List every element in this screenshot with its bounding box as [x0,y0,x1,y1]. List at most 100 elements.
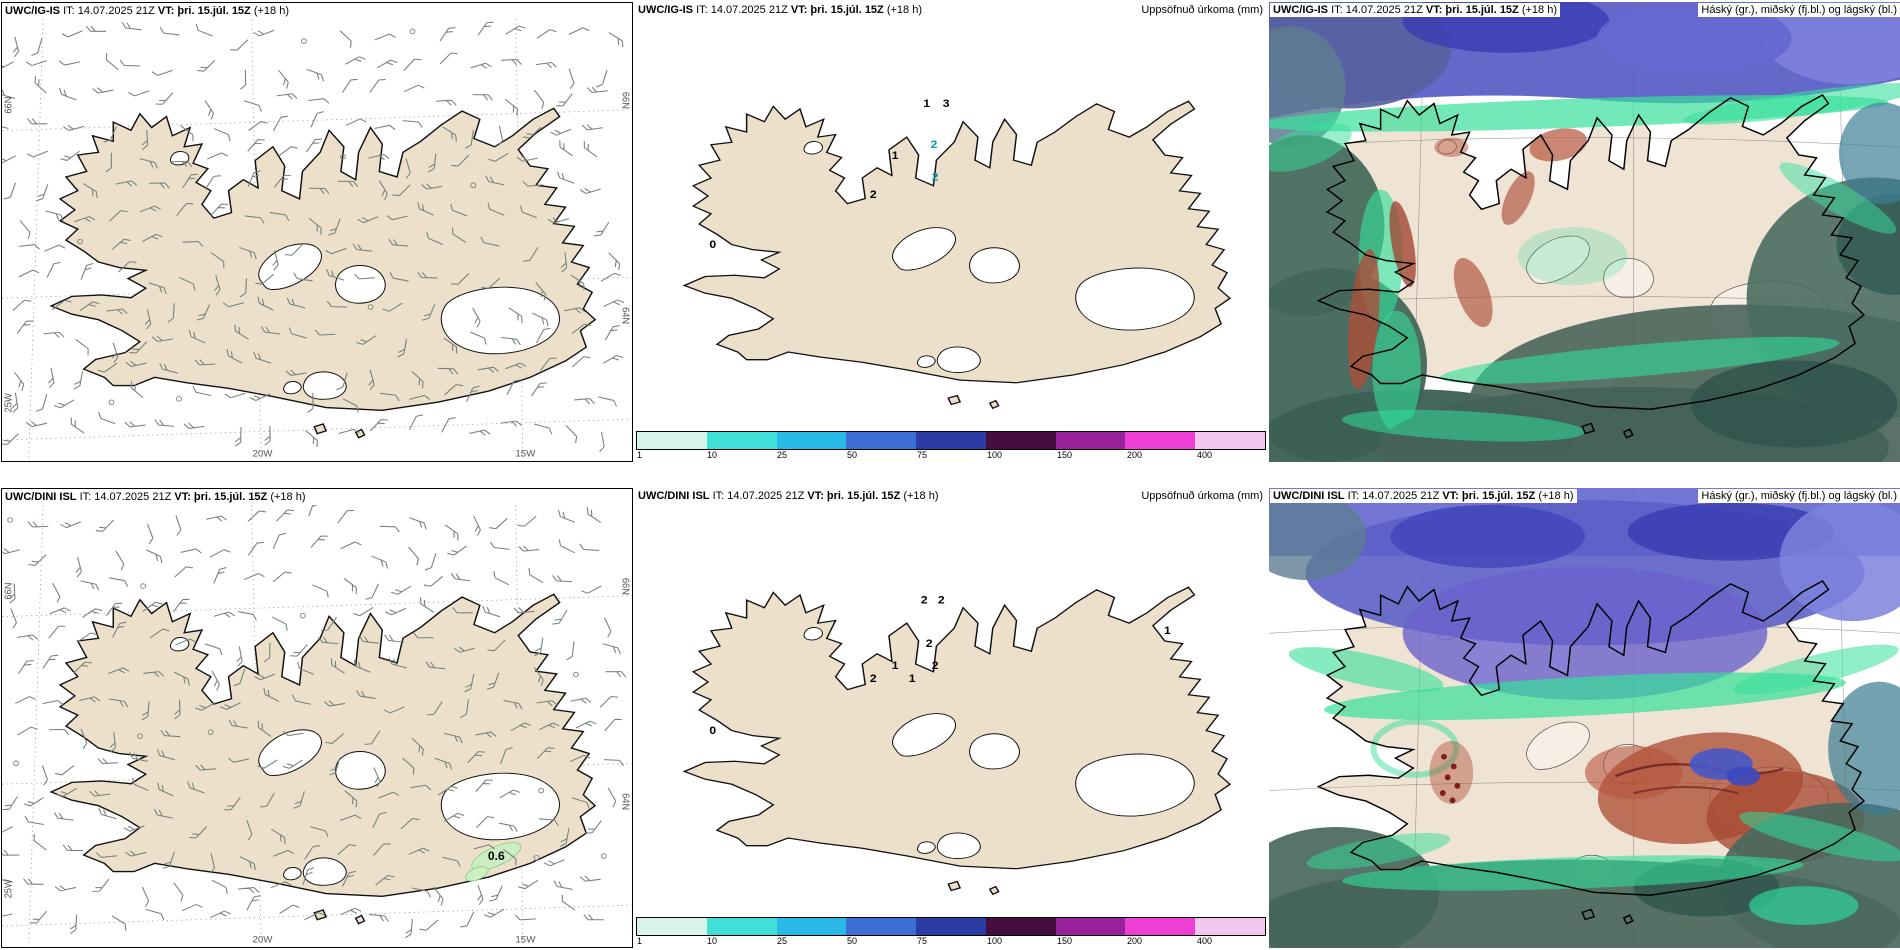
colorbar-segment [846,432,917,449]
panel-header-left: UWC/DINI ISL IT: 14.07.2025 21Z VT: þri.… [5,490,306,505]
colorbar-labels: 1 10 25 50 75 100 150 200 400 [636,936,1266,948]
precip-map: 1 3 2 1 2 2 0 [635,18,1267,430]
colorbar-segment [985,432,1056,449]
colorbar-tick-label: 400 [1196,450,1213,460]
svg-text:64N: 64N [619,307,630,324]
cloud-map-svg [1269,2,1900,462]
init-time: IT: 14.07.2025 21Z [79,491,172,503]
colorbar-tick-label: 200 [1127,450,1143,460]
panel-header: UWC/DINI ISL IT: 14.07.2025 21Z VT: þri.… [635,488,1267,504]
panel-header: UWC/IG-IS IT: 14.07.2025 21Z VT: þri. 15… [635,2,1267,18]
colorbar-tick-label: 75 [916,450,927,460]
svg-text:0: 0 [709,239,716,250]
panel-header-left: UWC/IG-IS IT: 14.07.2025 21Z VT: þri. 15… [5,4,289,19]
graticule-labels: 66N 25W 66N 64N 20W 15W [4,578,631,945]
wind-map: 66N 25W 66N 64N 20W 15W [2,19,632,461]
colorbar-segment [846,918,917,935]
panel-header-left: UWC/DINI ISL IT: 14.07.2025 21Z VT: þri.… [638,489,939,504]
svg-text:64N: 64N [619,793,630,810]
lead-time: (+18 h) [1521,4,1558,16]
panel-clouds-igis: UWC/IG-IS IT: 14.07.2025 21Z VT: þri. 15… [1269,2,1900,462]
svg-text:1: 1 [892,150,899,161]
svg-text:2: 2 [938,595,945,606]
svg-text:3: 3 [943,98,950,109]
colorbar-tick-label: 1 [637,936,643,946]
colorbar-tick-label: 100 [987,936,1003,946]
panel-clouds-dini: UWC/DINI ISL IT: 14.07.2025 21Z VT: þri.… [1269,488,1900,948]
panel-header-right: Uppsöfnuð úrkoma (mm) [1141,4,1263,16]
panel-header-right: Háský (gr.), miðský (fj.bl.) og lágský (… [1698,489,1900,503]
precip-map-svg: 2 221 22 110 [683,586,1231,895]
svg-text:2: 2 [931,140,938,151]
colorbar-segment [1055,432,1126,449]
svg-text:25W: 25W [4,879,15,898]
colorbar-tick-label: 10 [706,936,717,946]
cloud-map-svg [1269,488,1900,948]
colorbar-segments [636,431,1266,450]
precip-map-svg: 1 3 2 1 2 2 0 [683,98,1231,409]
colorbar-segment [637,918,707,935]
colorbar-tick-label: 200 [1127,936,1143,946]
valid-time: VT: þri. 15.júl. 15Z [157,5,251,17]
wind-map-svg: 66N 25W 66N 64N 20W 15W [2,19,632,461]
model-name: UWC/DINI ISL [1273,490,1345,502]
svg-text:15W: 15W [515,449,535,460]
svg-text:15W: 15W [515,935,535,946]
init-time: IT: 14.07.2025 21Z [1347,490,1440,502]
colorbar-segment [1125,918,1196,935]
colorbar-segment [1055,918,1126,935]
svg-text:0.6: 0.6 [488,849,505,863]
svg-text:2: 2 [921,595,928,606]
precip-colorbar: 1 10 25 50 75 100 150 200 400 [635,916,1267,948]
svg-text:2: 2 [870,673,877,684]
svg-text:1: 1 [909,673,916,684]
precip-colorbar: 1 10 25 50 75 100 150 200 400 [635,430,1267,462]
svg-text:1: 1 [1164,626,1171,637]
colorbar-tick-label: 75 [916,936,927,946]
wind-barbs [2,505,627,939]
colorbar-segment [916,432,986,449]
svg-text:2: 2 [932,172,939,183]
svg-text:66N: 66N [4,96,15,113]
colorbar-segments [636,917,1266,936]
colorbar-segment [1195,918,1266,935]
svg-text:66N: 66N [619,578,630,595]
svg-text:2: 2 [870,190,877,201]
init-time: IT: 14.07.2025 21Z [696,4,788,16]
wind-map-svg: 0.6 66N 25W 66N 64N 20W 15W [2,505,632,947]
panel-wind-dini: UWC/DINI ISL IT: 14.07.2025 21Z VT: þri.… [1,488,633,948]
colorbar-tick-label: 25 [776,936,787,946]
colorbar-labels: 1 10 25 50 75 100 150 200 400 [636,450,1266,462]
wind-map: 0.6 66N 25W 66N 64N 20W 15W [2,505,632,947]
panel-header-right: Uppsöfnuð úrkoma (mm) [1141,490,1263,502]
lead-time: (+18 h) [1538,490,1574,502]
colorbar-tick-label: 100 [987,450,1003,460]
valid-time: VT: þri. 15.júl. 15Z [174,491,268,503]
panel-header-left: UWC/IG-IS IT: 14.07.2025 21Z VT: þri. 15… [638,3,922,18]
model-name: UWC/IG-IS [638,4,693,16]
svg-text:20W: 20W [253,935,273,946]
colorbar-segment [776,918,847,935]
colorbar-segment [1125,432,1196,449]
valid-time: VT: þri. 15.júl. 15Z [807,490,901,502]
svg-text:66N: 66N [619,92,630,109]
svg-text:0: 0 [709,725,716,736]
lead-time: (+18 h) [270,491,306,503]
model-name: UWC/IG-IS [1273,4,1328,16]
graticule-labels: 66N 25W 66N 64N 20W 15W [4,92,631,459]
svg-text:25W: 25W [4,393,15,412]
svg-text:1: 1 [923,98,930,109]
panel-header: UWC/DINI ISL IT: 14.07.2025 21Z VT: þri.… [2,489,632,505]
cloud-map: UWC/IG-IS IT: 14.07.2025 21Z VT: þri. 15… [1269,2,1900,462]
colorbar-tick-label: 50 [847,450,858,460]
colorbar-tick-label: 150 [1057,936,1073,946]
wind-barbs [2,21,625,452]
colorbar-segment [1195,432,1266,449]
svg-text:66N: 66N [4,582,15,599]
panel-header-right: Háský (gr.), miðský (fj.bl.) og lágský (… [1698,3,1900,17]
lead-time: (+18 h) [886,4,923,16]
precip-values: 2 221 22 110 [709,595,1171,736]
colorbar-segment [985,918,1056,935]
init-time: IT: 14.07.2025 21Z [1331,4,1423,16]
